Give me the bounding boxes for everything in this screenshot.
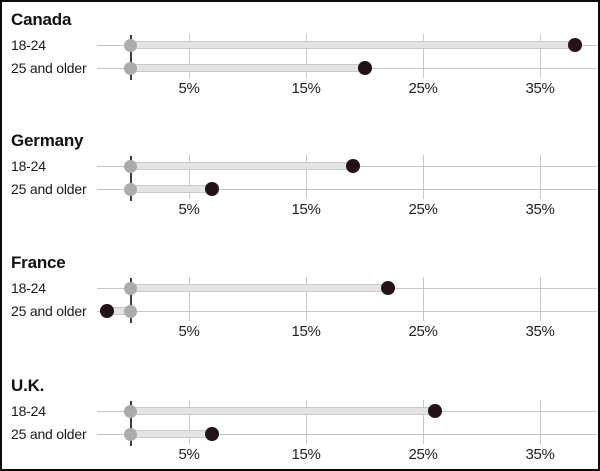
axis-tick-label: 25%	[408, 201, 438, 218]
axis-tick-label: 35%	[525, 446, 555, 463]
plot-area: 5% 15% 25% 35%	[97, 2, 597, 123]
row-label-25-and-older: 25 and older	[11, 60, 87, 76]
baseline-dot	[124, 404, 137, 418]
row-label-25-and-older: 25 and older	[11, 426, 87, 442]
dumbbell-bar	[130, 64, 365, 72]
panel-title: France	[11, 253, 66, 272]
dumbbell-bar	[130, 162, 353, 170]
gridline-5pct	[188, 155, 190, 199]
gridline-15pct	[305, 277, 307, 321]
gridline-15pct	[305, 400, 307, 444]
gridline-15pct	[305, 34, 307, 78]
axis-tick-label: 25%	[408, 446, 438, 463]
axis-tick-label: 15%	[291, 323, 321, 340]
axis-tick-label: 35%	[525, 201, 555, 218]
axis-tick-label: 25%	[408, 80, 438, 97]
panel-canada: Canada 18-24 25 and older 5% 15% 25% 35%	[2, 2, 598, 123]
value-dot	[100, 304, 115, 318]
axis-tick-label: 5%	[178, 80, 200, 97]
value-dot	[568, 38, 583, 52]
value-dot	[205, 182, 220, 196]
axis-tick-label: 15%	[291, 201, 321, 218]
gridline-25pct	[422, 34, 424, 78]
dumbbell-bar	[107, 307, 131, 315]
gridline-35pct	[539, 34, 541, 78]
axis-tick-label: 35%	[525, 80, 555, 97]
dumbbell-bar	[130, 407, 435, 415]
gridline-25pct	[422, 277, 424, 321]
baseline-dot	[124, 61, 137, 75]
row-line	[97, 311, 597, 312]
dumbbell-bar	[130, 284, 388, 292]
value-dot	[205, 427, 220, 441]
baseline-dot	[124, 159, 137, 173]
axis-tick-label: 15%	[291, 446, 321, 463]
plot-area: 5% 15% 25% 35%	[97, 245, 597, 368]
zero-axis-line	[129, 156, 132, 201]
baseline-dot	[124, 427, 137, 441]
gridline-5pct	[188, 400, 190, 444]
row-line	[97, 189, 597, 190]
panel-title: U.K.	[11, 376, 45, 395]
gridline-35pct	[539, 277, 541, 321]
panel-uk: U.K. 18-24 25 and older 5% 15% 25% 35%	[2, 368, 598, 469]
gridline-25pct	[422, 400, 424, 444]
gridline-5pct	[188, 34, 190, 78]
value-dot	[380, 281, 395, 295]
value-dot	[427, 404, 442, 418]
row-label-25-and-older: 25 and older	[11, 303, 87, 319]
axis-tick-label: 15%	[291, 80, 321, 97]
gridline-35pct	[539, 400, 541, 444]
zero-axis-line	[129, 278, 132, 323]
value-dot	[345, 159, 360, 173]
row-line	[97, 434, 597, 435]
plot-area: 5% 15% 25% 35%	[97, 368, 597, 469]
dumbbell-bar	[130, 430, 213, 438]
gridline-25pct	[422, 155, 424, 199]
row-label-25-and-older: 25 and older	[11, 181, 87, 197]
plot-area: 5% 15% 25% 35%	[97, 123, 597, 245]
panel-france: France 18-24 25 and older 5% 15% 25% 35%	[2, 245, 598, 368]
row-label-18-24: 18-24	[11, 403, 46, 419]
panel-title: Canada	[11, 10, 72, 29]
axis-tick-label: 5%	[178, 446, 200, 463]
gridline-35pct	[539, 155, 541, 199]
baseline-dot	[124, 304, 137, 318]
value-dot	[357, 61, 372, 75]
axis-tick-label: 5%	[178, 323, 200, 340]
dumbbell-bar	[130, 185, 213, 193]
axis-tick-label: 5%	[178, 201, 200, 218]
row-label-18-24: 18-24	[11, 280, 46, 296]
baseline-dot	[124, 182, 137, 196]
gridline-15pct	[305, 155, 307, 199]
panel-title: Germany	[11, 131, 84, 150]
axis-tick-label: 25%	[408, 323, 438, 340]
row-label-18-24: 18-24	[11, 158, 46, 174]
baseline-dot	[124, 38, 137, 52]
baseline-dot	[124, 281, 137, 295]
axis-tick-label: 35%	[525, 323, 555, 340]
row-label-18-24: 18-24	[11, 37, 46, 53]
zero-axis-line	[129, 35, 132, 80]
panel-germany: Germany 18-24 25 and older 5% 15% 25% 35%	[2, 123, 598, 245]
zero-axis-line	[129, 401, 132, 446]
dumbbell-bar	[130, 41, 576, 49]
gridline-5pct	[188, 277, 190, 321]
